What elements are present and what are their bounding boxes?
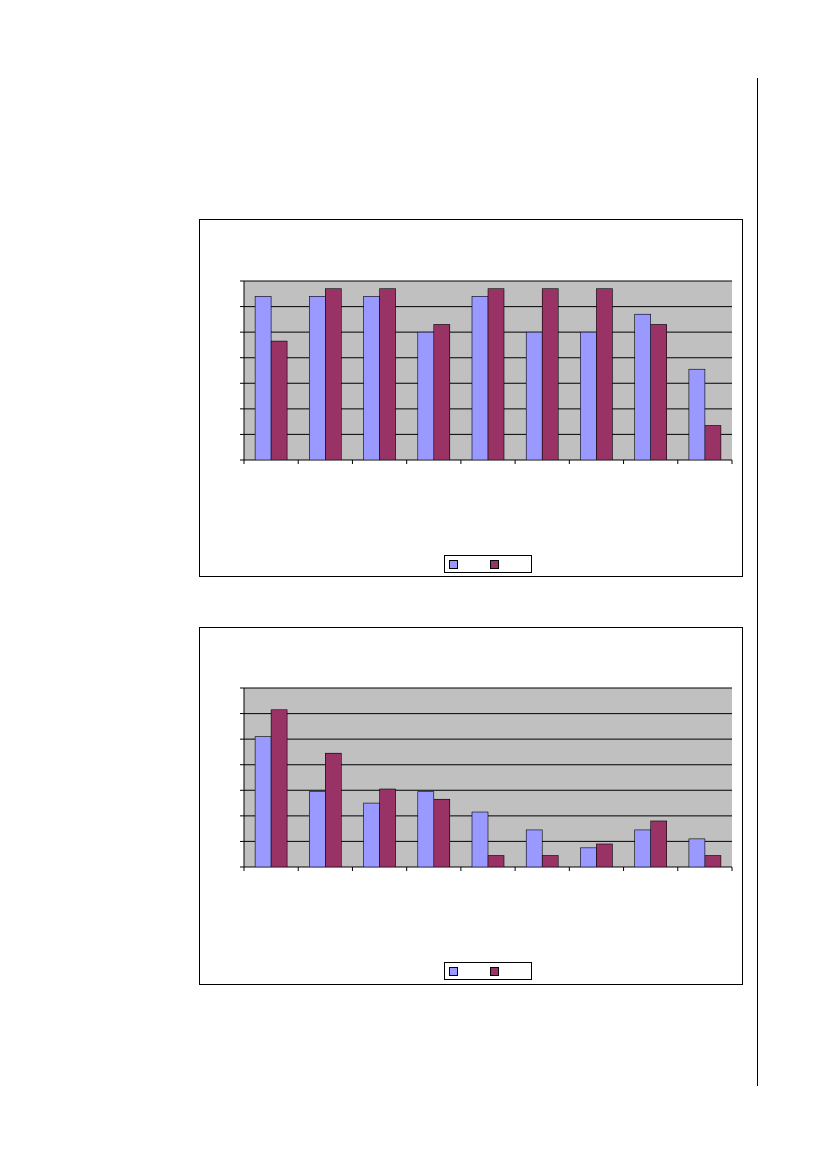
bar-series-1 [525,829,543,868]
bar-series-2 [596,843,613,868]
page-margin-rule [757,78,758,1086]
bar-series-2 [270,709,288,868]
chart-2-legend [444,962,532,980]
bar-series-2 [379,288,396,461]
bar-series-1 [634,829,651,868]
bar-series-1 [688,368,706,461]
bar-series-1 [471,811,489,868]
bar-series-1 [254,296,272,461]
bar-series-1 [309,791,326,868]
bar-chart-2-plot [240,687,733,871]
bar-chart-2 [199,627,743,985]
bar-series-2 [704,855,722,868]
bar-series-2 [325,752,342,868]
bar-series-1 [580,331,597,461]
bar-series-2 [704,425,722,461]
bar-series-2 [325,288,342,461]
bar-chart-1 [199,219,743,577]
bar-series-2 [433,324,451,461]
bar-series-1 [363,296,380,461]
bar-series-2 [433,798,451,868]
bar-series-1 [634,313,651,461]
chart-1-legend [444,555,532,573]
bar-series-2 [650,324,667,461]
legend-swatch-series-2 [490,967,499,976]
bar-series-1 [363,802,380,868]
bar-series-2 [270,340,288,461]
bar-series-2 [650,820,667,868]
bar-series-1 [309,296,326,461]
bar-series-1 [417,331,435,461]
bar-series-1 [417,791,435,868]
legend-swatch-series-1 [449,967,458,976]
bar-series-1 [525,331,543,461]
bar-series-1 [688,838,706,868]
bar-series-2 [487,288,505,461]
bar-series-2 [541,288,559,461]
bar-series-2 [487,855,505,868]
bar-series-2 [596,288,613,461]
bar-series-2 [379,788,396,868]
bar-chart-1-plot [240,280,733,464]
bar-series-1 [580,847,597,868]
bar-series-2 [541,855,559,868]
legend-swatch-series-2 [490,560,499,569]
legend-swatch-series-1 [449,560,458,569]
bar-series-1 [254,736,272,868]
bar-series-1 [471,296,489,461]
